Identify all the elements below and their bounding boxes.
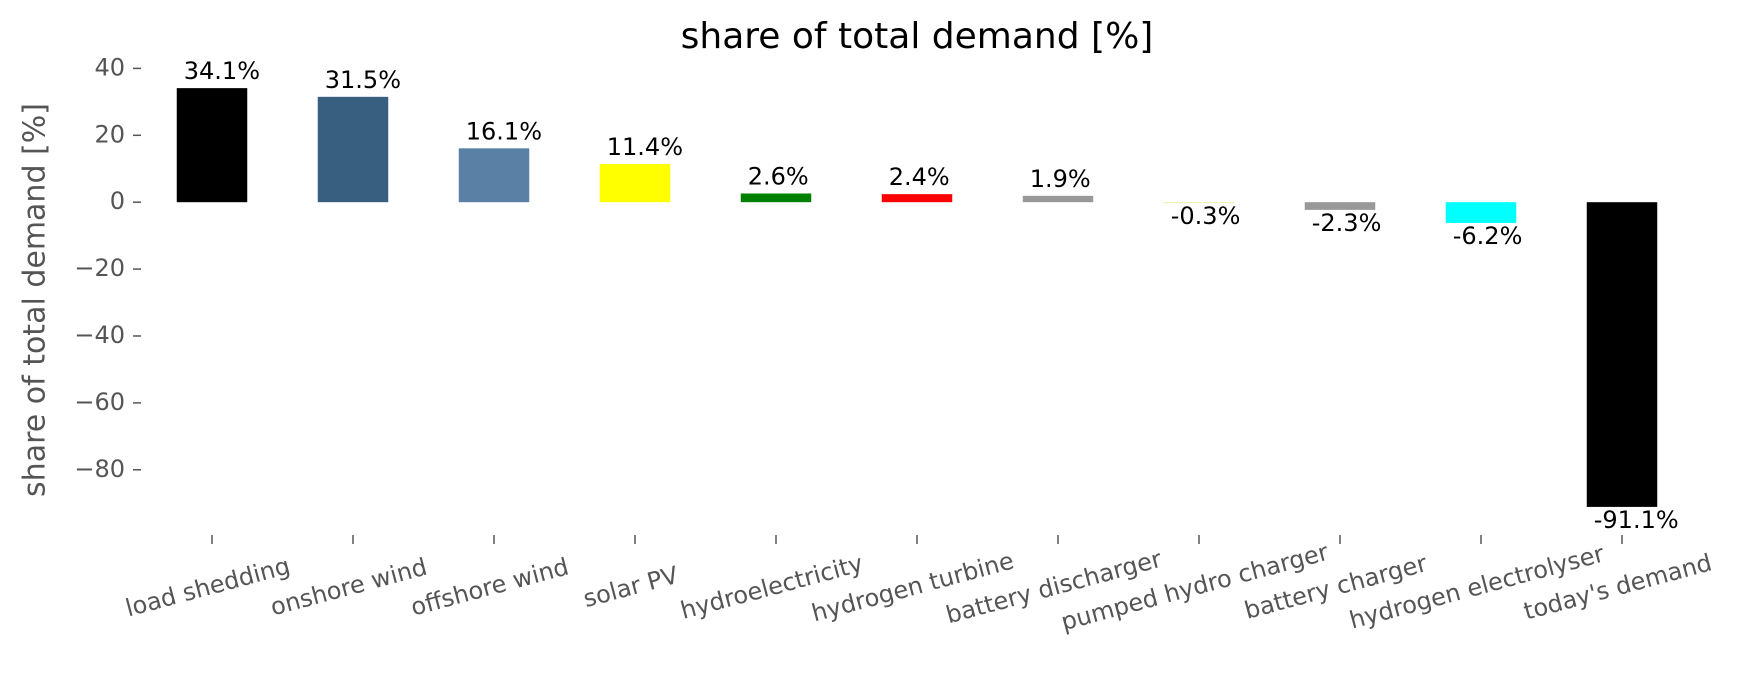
y-tick-label: −40 (74, 321, 125, 349)
bar (1586, 202, 1658, 507)
value-label: -2.3% (1312, 209, 1382, 237)
bar (881, 194, 953, 203)
bar (1304, 202, 1376, 210)
value-label: 1.9% (1030, 165, 1091, 193)
x-tick-label: load shedding (123, 552, 293, 623)
value-label: -6.2% (1453, 222, 1523, 250)
y-tick-label: −60 (74, 388, 125, 416)
y-tick-label: 20 (94, 120, 125, 148)
value-label: -0.3% (1171, 202, 1241, 230)
bar (176, 88, 248, 203)
value-label: 2.4% (889, 163, 950, 191)
chart-title: share of total demand [%] (681, 16, 1154, 57)
x-tick-label: offshore wind (408, 553, 572, 622)
y-axis-label: share of total demand [%] (18, 103, 53, 497)
bar (1022, 195, 1094, 203)
x-tick-label: solar PV (580, 561, 681, 613)
bar (1163, 202, 1235, 204)
y-tick-label: −20 (74, 254, 125, 282)
bar (599, 164, 671, 203)
value-label: 2.6% (748, 162, 809, 190)
value-label: -91.1% (1594, 506, 1679, 534)
x-tick-label: onshore wind (267, 553, 430, 622)
bar (740, 193, 812, 203)
value-label: 31.5% (325, 66, 401, 94)
bar (317, 96, 389, 203)
y-tick-label: 0 (110, 187, 125, 215)
bar (458, 148, 530, 203)
bar (1445, 202, 1517, 223)
value-label: 16.1% (466, 117, 542, 145)
y-tick-label: 40 (94, 53, 125, 81)
y-tick-label: −80 (74, 455, 125, 483)
value-label: 11.4% (607, 133, 683, 161)
value-label: 34.1% (184, 57, 260, 85)
